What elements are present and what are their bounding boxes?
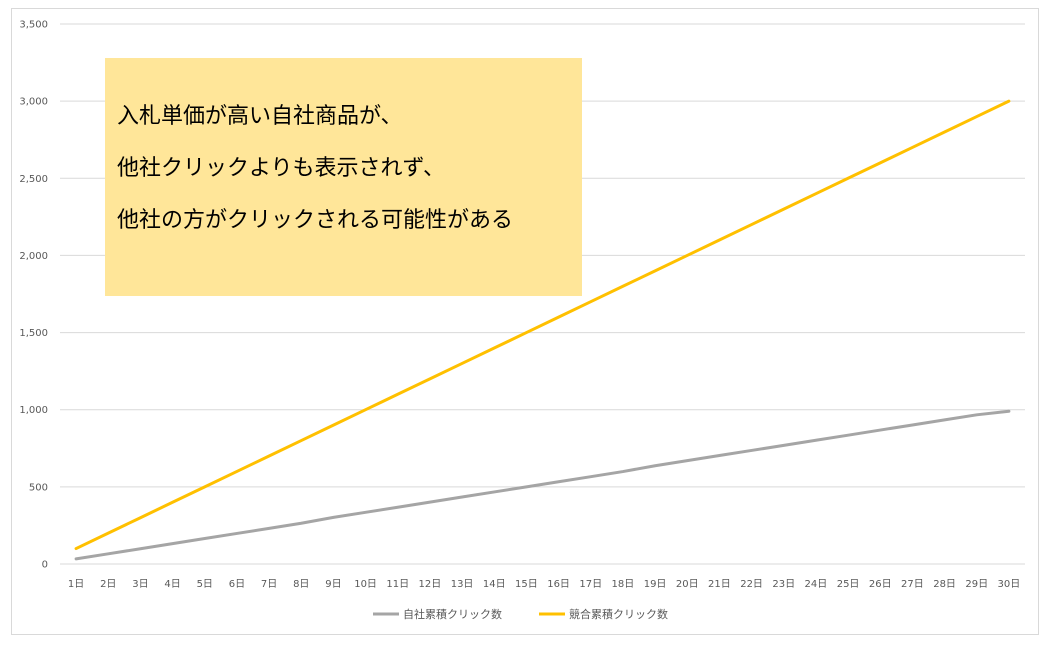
x-tick-label: 4日 [164, 579, 180, 590]
series-line-1 [74, 409, 1011, 561]
x-tick-label: 28日 [933, 579, 956, 590]
x-tick-label: 10日 [354, 579, 377, 590]
x-tick-label: 24日 [805, 579, 828, 590]
x-tick-label: 11日 [386, 579, 409, 590]
legend-label-2: 競合累積クリック数 [569, 607, 668, 621]
x-tick-label: 17日 [579, 579, 602, 590]
callout-line-3: 他社の方がクリックされる可能性がある [117, 208, 514, 233]
x-tick-label: 15日 [515, 579, 538, 590]
y-tick-label: 3,000 [19, 97, 48, 108]
callout-line-1: 入札単価が高い自社商品が、 [117, 104, 403, 129]
x-tick-label: 1日 [68, 579, 84, 590]
x-tick-label: 25日 [837, 579, 860, 590]
x-tick-label: 9日 [325, 579, 341, 590]
y-tick-label: 500 [29, 482, 48, 493]
x-tick-label: 29日 [965, 579, 988, 590]
x-tick-label: 18日 [612, 579, 635, 590]
x-tick-label: 7日 [261, 579, 277, 590]
x-tick-label: 2日 [100, 579, 116, 590]
series-line-2 [74, 99, 1011, 551]
x-tick-label: 19日 [644, 579, 667, 590]
x-tick-label: 23日 [772, 579, 795, 590]
callout-line-2: 他社クリックよりも表示されず、 [117, 156, 446, 181]
y-tick-label: 0 [42, 560, 48, 571]
callout-box: 入札単価が高い自社商品が、 他社クリックよりも表示されず、 他社の方がクリックさ… [105, 58, 582, 296]
series-lines [74, 99, 1011, 561]
y-tick-label: 3,500 [19, 20, 48, 31]
x-tick-label: 3日 [132, 579, 148, 590]
x-axis-tick-labels: 1日 2日 3日 4日 5日 6日 7日 8日 9日 10日 11日 12日 13日 14日 15日 16日 1… [68, 579, 1020, 590]
x-tick-label: 5日 [197, 579, 213, 590]
y-tick-label: 1,000 [19, 405, 48, 416]
x-tick-label: 14日 [483, 579, 506, 590]
x-tick-label: 8日 [293, 579, 309, 590]
x-tick-label: 13日 [451, 579, 474, 590]
x-tick-label: 27日 [901, 579, 924, 590]
x-tick-label: 26日 [869, 579, 892, 590]
x-tick-label: 16日 [547, 579, 570, 590]
y-tick-label: 1,500 [19, 328, 48, 339]
x-tick-label: 6日 [229, 579, 245, 590]
x-tick-label: 22日 [740, 579, 763, 590]
y-tick-label: 2,500 [19, 174, 48, 185]
legend: 自社累積クリック数 競合累積クリック数 [373, 607, 668, 621]
x-tick-label: 30日 [998, 579, 1021, 590]
x-tick-label: 21日 [708, 579, 731, 590]
y-axis-tick-labels: 0 500 1,000 1,500 2,000 2,500 3,000 3,500 [19, 20, 48, 571]
y-tick-label: 2,000 [19, 251, 48, 262]
legend-label-1: 自社累積クリック数 [403, 607, 502, 621]
x-tick-label: 12日 [419, 579, 442, 590]
x-tick-label: 20日 [676, 579, 699, 590]
